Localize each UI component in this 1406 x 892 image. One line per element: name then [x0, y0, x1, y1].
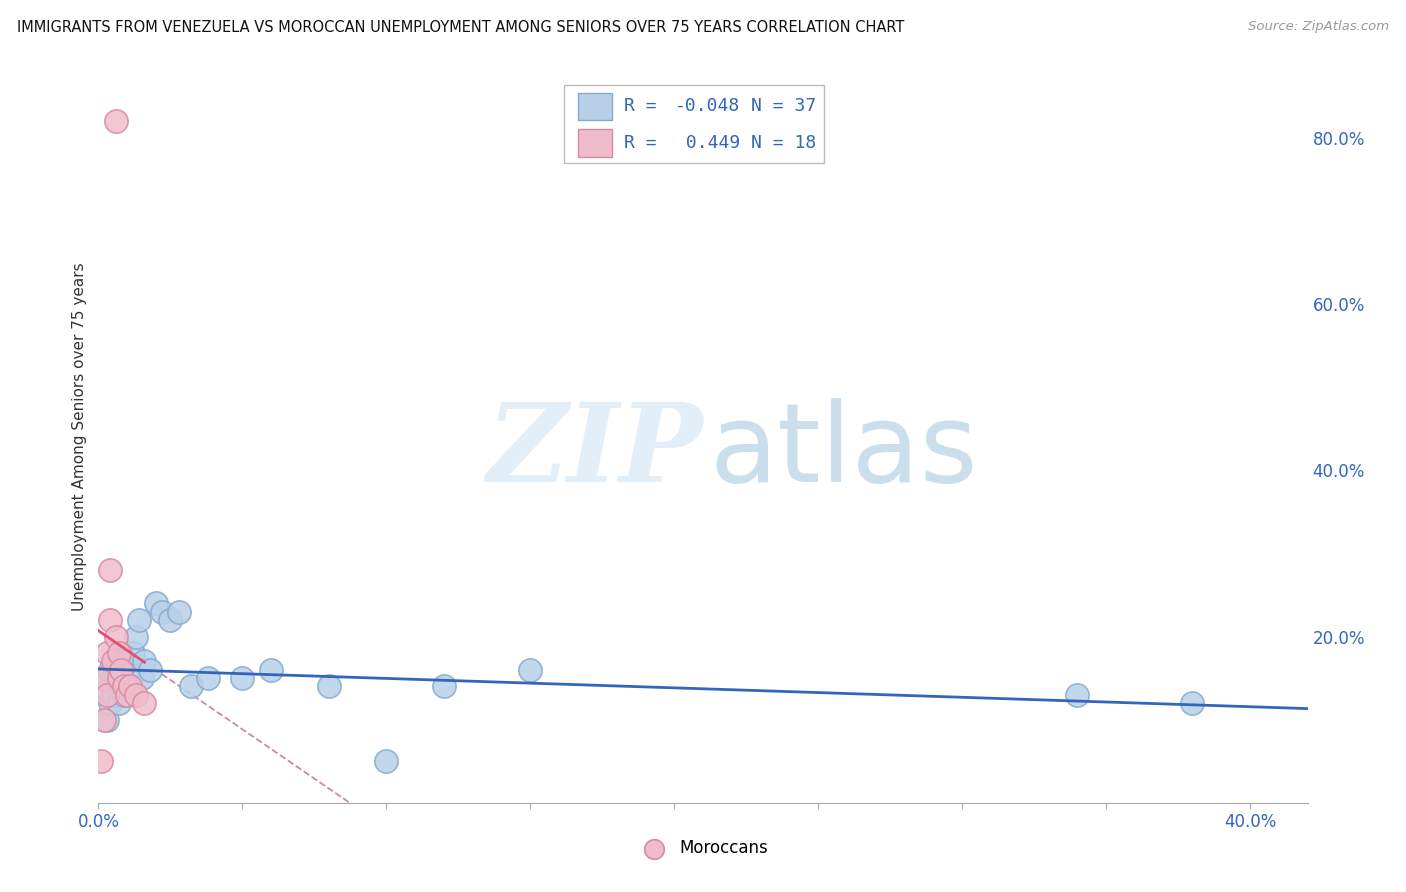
Point — [519, 663, 541, 677]
FancyBboxPatch shape — [578, 93, 613, 120]
Point — [98, 696, 121, 710]
Text: R =: R = — [624, 134, 668, 153]
Point — [96, 713, 118, 727]
Point — [112, 688, 135, 702]
Y-axis label: Unemployment Among Seniors over 75 years: Unemployment Among Seniors over 75 years — [72, 263, 87, 611]
Point — [115, 680, 138, 694]
Point — [104, 663, 127, 677]
Point — [93, 680, 115, 694]
Point — [112, 671, 135, 685]
Text: atlas: atlas — [709, 398, 977, 505]
Point — [145, 596, 167, 610]
Point — [110, 680, 132, 694]
Point — [101, 655, 124, 669]
Point — [98, 563, 121, 577]
Point — [167, 605, 190, 619]
FancyBboxPatch shape — [564, 85, 824, 163]
Point — [125, 630, 148, 644]
Point — [122, 646, 145, 660]
Point — [125, 688, 148, 702]
Point — [110, 663, 132, 677]
Point — [131, 671, 153, 685]
Point — [104, 680, 127, 694]
Point — [1066, 688, 1088, 702]
FancyBboxPatch shape — [578, 129, 613, 157]
Text: Source: ZipAtlas.com: Source: ZipAtlas.com — [1249, 20, 1389, 33]
Point — [1181, 696, 1204, 710]
Point — [120, 680, 142, 694]
Point — [197, 671, 219, 685]
Point — [98, 613, 121, 627]
Point — [104, 630, 127, 644]
Text: -0.048: -0.048 — [675, 97, 741, 115]
Point — [139, 663, 162, 677]
Point — [90, 754, 112, 768]
Point — [134, 655, 156, 669]
Point — [260, 663, 283, 677]
Point — [115, 663, 138, 677]
Point — [107, 655, 129, 669]
Point — [101, 688, 124, 702]
Point — [134, 696, 156, 710]
Point — [96, 688, 118, 702]
Point — [101, 671, 124, 685]
Point — [115, 688, 138, 702]
Legend: Moroccans: Moroccans — [631, 832, 775, 864]
Point — [150, 605, 173, 619]
Point — [375, 754, 398, 768]
Point — [93, 713, 115, 727]
Point — [107, 646, 129, 660]
Point — [433, 680, 456, 694]
Text: N = 18: N = 18 — [751, 134, 817, 153]
Point — [120, 680, 142, 694]
Point — [112, 680, 135, 694]
Point — [128, 613, 150, 627]
Point — [107, 696, 129, 710]
Text: 0.449: 0.449 — [675, 134, 741, 153]
Point — [104, 114, 127, 128]
Point — [98, 663, 121, 677]
Point — [159, 613, 181, 627]
Point — [93, 671, 115, 685]
Point — [110, 646, 132, 660]
Point — [231, 671, 253, 685]
Text: IMMIGRANTS FROM VENEZUELA VS MOROCCAN UNEMPLOYMENT AMONG SENIORS OVER 75 YEARS C: IMMIGRANTS FROM VENEZUELA VS MOROCCAN UN… — [17, 20, 904, 35]
Point — [107, 671, 129, 685]
Point — [180, 680, 202, 694]
Point — [318, 680, 340, 694]
Point — [96, 646, 118, 660]
Text: N = 37: N = 37 — [751, 97, 817, 115]
Text: ZIP: ZIP — [486, 398, 703, 506]
Text: R =: R = — [624, 97, 668, 115]
